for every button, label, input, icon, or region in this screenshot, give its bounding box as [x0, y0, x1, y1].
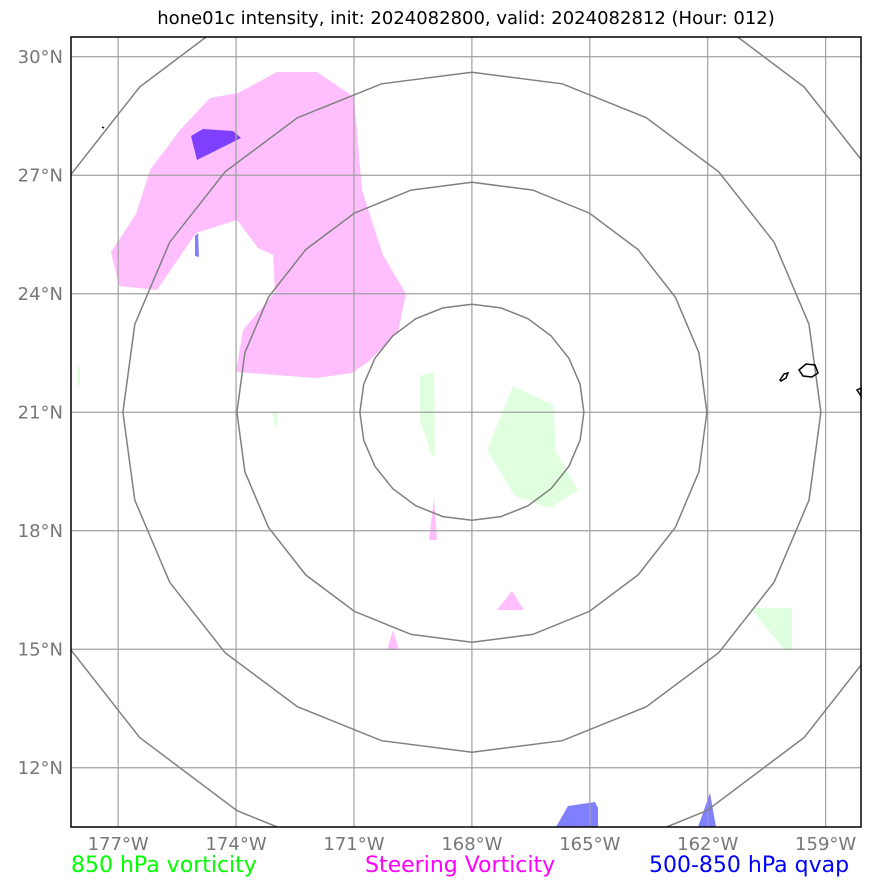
vorticity-850-patch	[420, 372, 435, 456]
latitude-tick-label: 21°N	[18, 402, 63, 423]
qvap-dark-patch	[191, 129, 241, 160]
steering-vorticity-areas	[111, 72, 524, 650]
longitude-tick-label: 171°W	[323, 834, 384, 855]
range-ring	[359, 303, 585, 522]
qvap-patch	[195, 233, 199, 257]
steering-vorticity-patch	[497, 591, 524, 610]
latitude-tick-label: 15°N	[18, 639, 63, 660]
latitude-tick-label: 12°N	[18, 758, 63, 779]
range-ring	[122, 71, 822, 754]
longitude-tick-label: 177°W	[88, 834, 149, 855]
island-coastline	[798, 363, 819, 378]
legend-850hpa-vorticity: 850 hPa vorticity	[71, 853, 257, 878]
longitude-tick-label: 165°W	[559, 834, 620, 855]
qvap-patch	[556, 802, 598, 827]
gridlines	[71, 37, 861, 827]
vorticity-850-patch	[487, 386, 578, 508]
steering-vorticity-patch	[429, 498, 437, 540]
legend-steering-vorticity: Steering Vorticity	[365, 853, 556, 878]
longitude-tick-label: 174°W	[205, 834, 266, 855]
vorticity-850-patch	[272, 412, 278, 432]
longitude-tick-labels: 177°W 174°W 171°W 168°W 165°W 162°W 159°W	[88, 834, 857, 855]
vorticity-850-patch	[77, 366, 80, 386]
latitude-tick-label: 27°N	[18, 165, 63, 186]
longitude-tick-label: 168°W	[441, 834, 502, 855]
vorticity-850-areas	[77, 366, 792, 650]
map-panel	[70, 36, 862, 828]
legend-qvap: 500-850 hPa qvap	[649, 853, 850, 878]
latitude-tick-label: 18°N	[18, 521, 63, 542]
island-coastline	[779, 371, 790, 382]
island-coastline	[101, 126, 105, 129]
steering-vorticity-patch	[387, 630, 399, 650]
latitude-tick-label: 30°N	[18, 47, 63, 68]
latitude-tick-label: 24°N	[18, 284, 63, 305]
plot-title: hone01c intensity, init: 2024082800, val…	[157, 8, 775, 29]
longitude-tick-label: 159°W	[795, 834, 856, 855]
longitude-tick-label: 162°W	[677, 834, 738, 855]
map-frame	[70, 36, 862, 828]
vorticity-850-patch	[750, 608, 792, 650]
steering-vorticity-main-area	[111, 72, 406, 378]
range-ring	[236, 181, 708, 644]
latitude-tick-labels: 30°N 27°N 24°N 21°N 18°N 15°N 12°N	[18, 47, 63, 779]
range-rings	[71, 37, 861, 827]
